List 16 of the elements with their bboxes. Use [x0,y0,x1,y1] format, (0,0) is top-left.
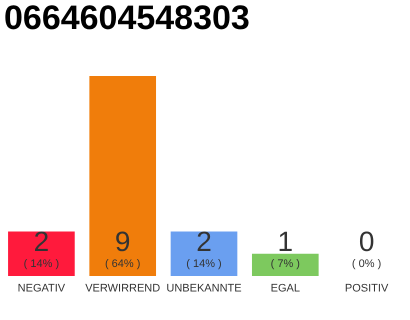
data-label: 1 [278,226,294,257]
x-tick-label: VERWIRREND [85,282,160,294]
x-tick-label: NEGATIV [18,282,66,294]
data-label: 0 [358,226,374,257]
annotation: ( 14% ) [24,258,60,270]
x-tick-label: EGAL [270,282,300,294]
data-label: 2 [34,226,50,257]
annotation: ( 14% ) [186,258,222,270]
chart-title: 0664604548303 [4,0,250,37]
data-label: 9 [114,226,130,257]
annotation: ( 64% ) [104,258,140,270]
annotation: ( 0% ) [352,258,382,270]
x-tick-label: POSITIV [344,282,389,294]
annotation: ( 7% ) [270,258,300,270]
x-tick-label: UNBEKANNTE [166,282,242,294]
data-label: 2 [196,226,212,257]
